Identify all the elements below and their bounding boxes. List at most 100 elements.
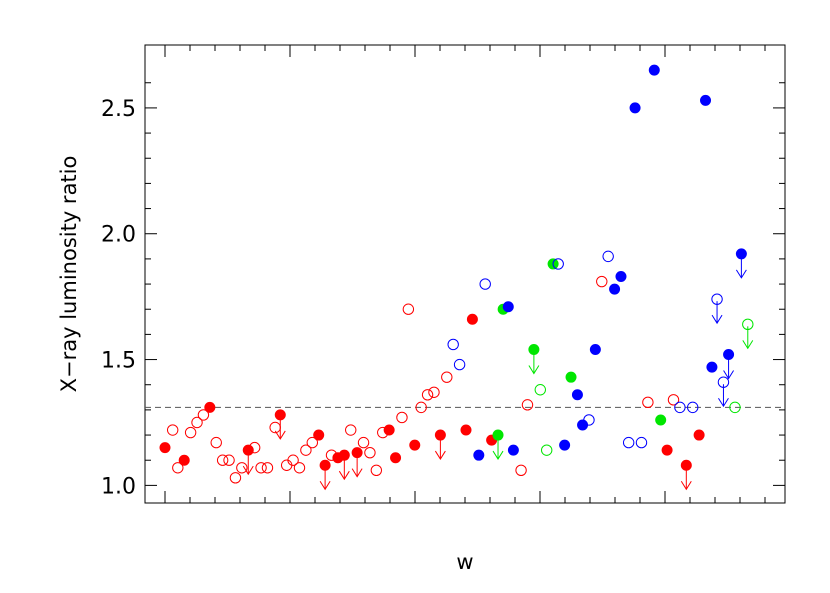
data-point: [577, 419, 589, 431]
data-point: [338, 449, 350, 481]
open-marker: [184, 426, 197, 439]
filled-marker: [473, 449, 485, 461]
filled-marker: [159, 442, 171, 454]
data-point: [735, 248, 747, 279]
data-point: [453, 358, 466, 371]
data-point: [351, 447, 363, 478]
open-marker: [421, 389, 434, 401]
open-marker: [415, 401, 427, 414]
data-point: [255, 462, 267, 474]
data-point: [571, 389, 583, 401]
open-marker: [674, 401, 686, 414]
y-tick-label: 2.5: [101, 97, 136, 122]
data-point: [447, 338, 459, 351]
data-point: [534, 384, 546, 396]
filled-marker: [204, 401, 216, 413]
data-point: [609, 283, 621, 295]
upper-limit-arrowhead: [528, 365, 540, 375]
open-marker: [441, 371, 453, 383]
y-tick-label: 1.5: [101, 349, 136, 374]
open-marker: [236, 462, 248, 474]
data-point: [615, 271, 627, 283]
data-point: [293, 462, 306, 474]
filled-marker: [655, 414, 667, 426]
x-axis: [164, 45, 766, 503]
open-marker: [293, 462, 306, 474]
data-point: [552, 258, 564, 270]
filled-marker: [313, 429, 325, 441]
filled-marker: [577, 419, 589, 431]
data-point: [723, 349, 735, 380]
open-marker: [287, 454, 299, 466]
filled-marker: [629, 102, 641, 114]
open-marker: [248, 441, 261, 454]
data-point: [711, 293, 723, 325]
data-point: [390, 452, 402, 464]
data-point: [204, 401, 216, 413]
data-point: [191, 416, 203, 429]
data-point: [515, 464, 527, 476]
open-marker: [306, 436, 318, 449]
data-point: [602, 250, 614, 263]
data-point: [402, 303, 415, 315]
y-tick-label: 2.0: [101, 223, 136, 248]
x-axis-label: w: [456, 550, 473, 574]
filled-marker: [502, 301, 514, 313]
data-point: [306, 436, 318, 449]
data-point: [159, 442, 171, 454]
data-point: [492, 429, 504, 460]
open-marker: [729, 401, 741, 414]
data-point: [559, 439, 571, 451]
open-marker: [428, 386, 440, 398]
open-marker: [447, 338, 459, 351]
open-marker: [396, 411, 408, 424]
open-marker: [453, 358, 466, 371]
open-marker: [667, 394, 680, 406]
data-point: [583, 414, 595, 426]
upper-limit-arrowhead: [242, 465, 254, 476]
upper-limit-arrowhead: [680, 480, 692, 491]
upper-limit-arrowhead: [711, 314, 723, 325]
data-point: [667, 394, 680, 406]
open-marker: [370, 464, 383, 476]
data-point: [717, 376, 730, 408]
open-marker: [642, 396, 654, 409]
data-point: [729, 401, 741, 414]
open-marker: [515, 464, 527, 476]
open-marker: [596, 275, 608, 288]
filled-marker: [565, 371, 577, 383]
data-point: [280, 459, 293, 471]
data-point: [313, 429, 325, 441]
data-point: [507, 444, 519, 456]
open-marker: [622, 436, 635, 449]
y-axis: 1.0 1.5 2.0 2.5: [101, 82, 785, 499]
upper-limit-arrowhead: [351, 468, 363, 478]
data-point: [409, 439, 421, 451]
data-point: [300, 444, 312, 456]
y-tick-label: 1.0: [101, 474, 136, 499]
filled-marker: [609, 283, 621, 295]
filled-marker: [700, 94, 712, 106]
data-point: [287, 454, 299, 466]
open-marker: [172, 462, 184, 474]
data-point: [216, 454, 229, 466]
data-point: [428, 386, 440, 398]
upper-limit-arrowhead: [718, 397, 729, 408]
upper-limit-arrowhead: [492, 450, 504, 460]
data-point: [261, 462, 274, 474]
data-point: [635, 436, 648, 449]
open-marker: [191, 416, 203, 429]
data-point: [415, 401, 427, 414]
data-point: [693, 429, 705, 441]
data-point: [687, 401, 699, 414]
filled-marker: [383, 424, 395, 436]
data-point: [166, 424, 179, 436]
data-point: [642, 396, 654, 409]
open-marker: [687, 401, 699, 414]
data-point: [364, 446, 376, 459]
upper-limit-arrowhead: [319, 480, 331, 491]
data-point: [460, 424, 472, 436]
open-marker: [261, 462, 274, 474]
data-point: [357, 436, 370, 449]
